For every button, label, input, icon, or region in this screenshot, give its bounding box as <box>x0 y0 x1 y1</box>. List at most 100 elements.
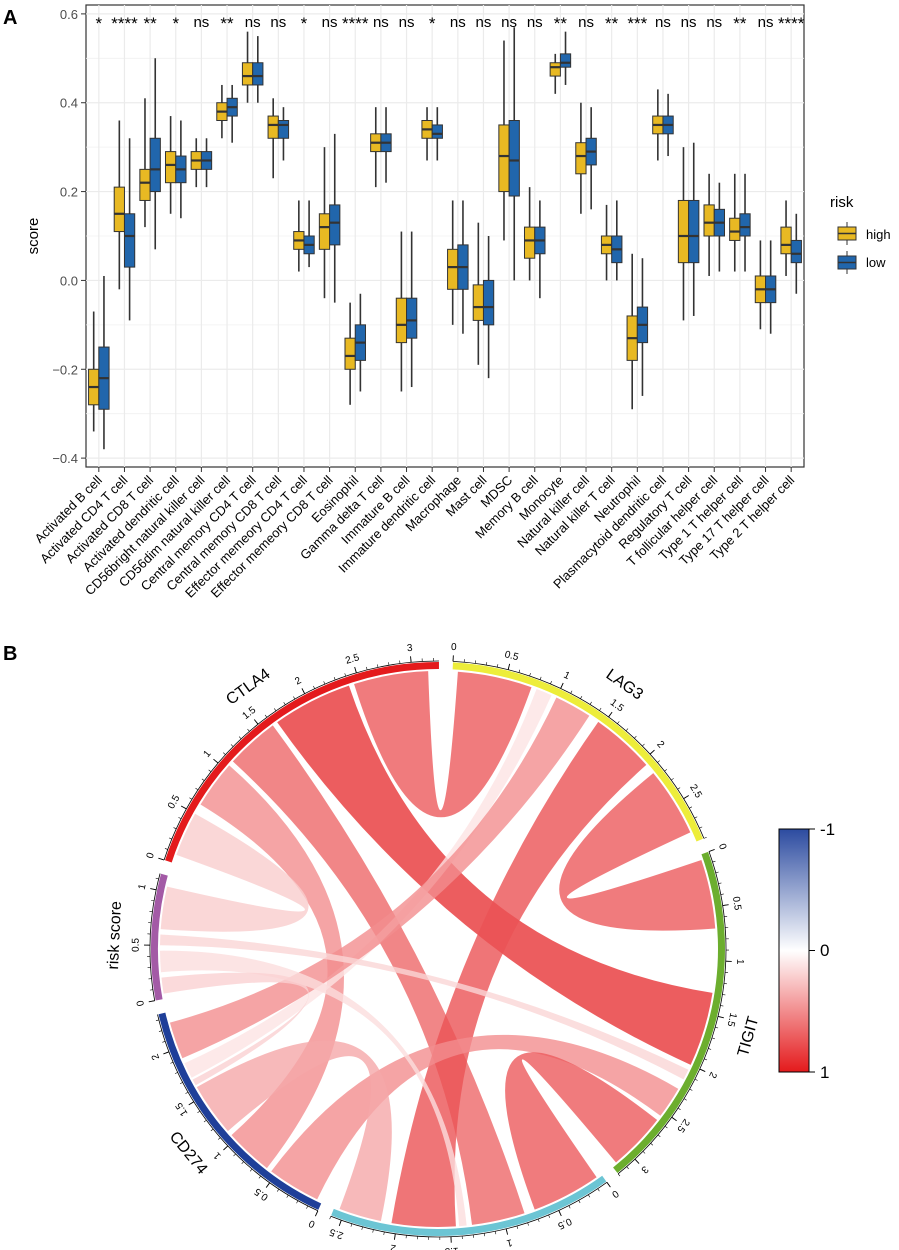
sector-minor-tick <box>599 707 602 711</box>
box-low <box>534 200 546 299</box>
significance-label: **** <box>342 14 369 33</box>
sector-major-tick <box>180 805 187 810</box>
sector-tick-label: 1 <box>734 959 745 965</box>
sector-major-tick <box>213 758 219 764</box>
sector-minor-tick <box>344 673 347 677</box>
sector-minor-tick <box>634 735 637 739</box>
sector-tick-label: 1 <box>137 883 149 891</box>
correlation-colorbar: -1 0 1 <box>778 820 835 1082</box>
significance-label: ns <box>758 14 774 31</box>
sector-minor-tick <box>168 837 172 840</box>
box-high <box>626 253 638 410</box>
sector-minor-tick <box>361 1226 363 1230</box>
box-low <box>149 58 161 250</box>
chord-link <box>559 773 716 931</box>
sector-minor-tick <box>625 728 629 732</box>
box-low <box>354 293 367 392</box>
significance-label: ns <box>193 14 209 31</box>
box-body <box>729 217 741 241</box>
sector-major-tick <box>505 1228 509 1235</box>
chord-link <box>196 1040 392 1222</box>
sector-minor-tick <box>158 1030 162 1032</box>
sector-tick-label: 1.5 <box>608 697 626 714</box>
box-high <box>113 120 125 290</box>
sector-minor-tick <box>720 893 724 895</box>
sector-major-tick <box>606 1182 611 1188</box>
box-body <box>431 124 443 139</box>
sector-minor-tick <box>683 1098 687 1101</box>
box-low <box>790 213 802 294</box>
sector-major-tick <box>148 1000 155 1003</box>
box-high <box>472 222 484 365</box>
sector-major-tick <box>223 1145 229 1151</box>
y-tick-label: 0.4 <box>60 96 78 111</box>
sector-minor-tick <box>383 1231 385 1235</box>
sector-minor-tick <box>178 817 182 820</box>
boxplot-boxes <box>88 27 802 450</box>
sector-minor-tick <box>720 1005 724 1007</box>
box-body <box>395 297 408 344</box>
sector-ring-pdcd1 <box>331 1175 607 1236</box>
sector-major-tick <box>717 1015 724 1019</box>
sector-minor-tick <box>223 752 226 755</box>
sector-minor-tick <box>208 769 212 772</box>
box-body <box>241 62 254 86</box>
sector-minor-tick <box>333 677 336 681</box>
sector-minor-tick <box>588 1194 591 1198</box>
y-tick-label: 0.0 <box>60 273 78 288</box>
sector-label: TIGIT <box>735 1014 763 1058</box>
significance-label: ns <box>655 14 671 31</box>
sector-minor-tick <box>329 1216 332 1220</box>
colorbar-label-bottom: 1 <box>820 1063 829 1082</box>
sector-minor-tick <box>286 1194 289 1198</box>
sector-label: risk score <box>105 901 125 970</box>
sector-minor-tick <box>249 1168 253 1172</box>
sector-tick-label: 1.5 <box>444 1245 459 1250</box>
sector-minor-tick <box>539 676 542 680</box>
sector-minor-tick <box>516 1225 519 1229</box>
sector-major-tick <box>158 857 165 861</box>
sector-minor-tick <box>718 882 722 884</box>
sector-minor-tick <box>486 662 488 666</box>
box-body <box>549 62 561 77</box>
chord-link <box>505 1052 658 1210</box>
box-body <box>559 53 572 68</box>
sector-minor-tick <box>195 787 199 791</box>
legend-title: risk <box>830 194 854 211</box>
chord-panel: 0 0.5 1 1.5 2 2.5 3 0 0.5 1 1.5 2 2.5 0 0.5 1 1.5 2 2.5 3 0 0… <box>105 642 835 1250</box>
sector-minor-tick <box>715 1026 719 1029</box>
chord-links <box>160 671 716 1227</box>
sector-major-tick <box>314 1210 319 1217</box>
sector-minor-tick <box>372 1229 374 1233</box>
sector-minor-tick <box>264 714 268 718</box>
sector-minor-tick <box>276 1188 280 1192</box>
box-body <box>329 204 341 246</box>
significance-label: ns <box>245 14 261 31</box>
sector-tick-label: 2 <box>293 675 303 688</box>
box-low <box>303 200 315 268</box>
sector-tick-label: 0 <box>307 1217 317 1230</box>
panel-label-a: A <box>3 7 17 29</box>
significance-label: ns <box>681 14 697 31</box>
sector-minor-tick <box>550 680 552 684</box>
sector-major-tick <box>683 795 689 800</box>
boxplot-legend: risk high low <box>830 194 891 274</box>
sector-minor-tick <box>527 1222 529 1226</box>
sector-major-tick <box>722 904 729 906</box>
significance-label: ns <box>501 14 517 31</box>
sector-tick-label: 2.5 <box>328 1226 345 1241</box>
sector-minor-tick <box>350 1223 353 1227</box>
sector-major-tick <box>649 749 655 755</box>
box-body <box>113 186 125 233</box>
box-high <box>600 204 613 281</box>
sector-minor-tick <box>306 1205 309 1209</box>
significance-label: ns <box>270 14 286 31</box>
panel-label-b: B <box>3 643 17 665</box>
sector-major-tick <box>558 1210 562 1217</box>
sector-minor-tick <box>664 1125 668 1129</box>
sector-label: CTLA4 <box>223 666 273 709</box>
box-low <box>688 142 700 316</box>
sector-major-tick <box>265 1182 271 1188</box>
sector-minor-tick <box>642 743 645 747</box>
